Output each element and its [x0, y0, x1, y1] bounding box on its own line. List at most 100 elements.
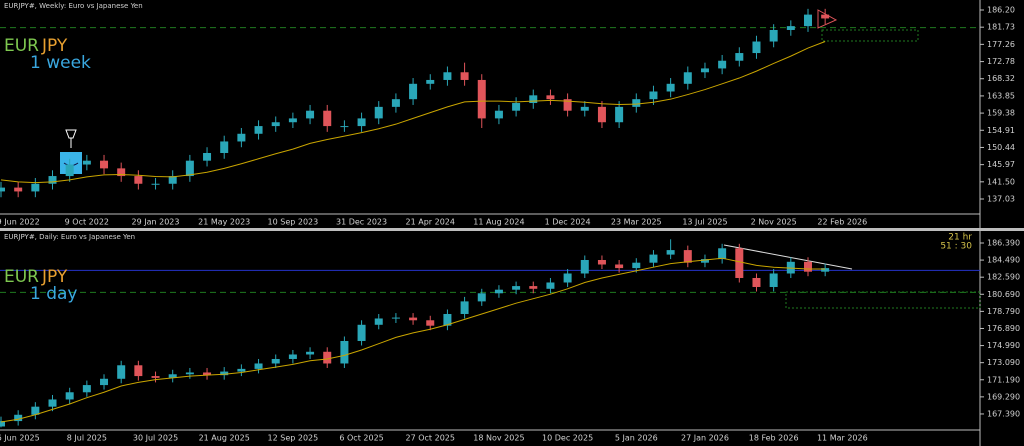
candle-body	[443, 72, 452, 80]
candle-body	[803, 14, 812, 27]
x-tick-label: 18 Nov 2025	[473, 434, 524, 443]
candle-body	[786, 26, 795, 30]
candle-body	[271, 358, 280, 364]
candle-body	[580, 106, 589, 111]
candle-body	[323, 110, 332, 127]
candle-body	[409, 317, 418, 321]
x-tick-label: 30 Jul 2025	[133, 434, 178, 443]
candle-body	[237, 368, 246, 372]
quote-currency: JPY	[41, 36, 68, 56]
candle-body	[718, 248, 727, 260]
candle-body	[100, 160, 109, 169]
candle-body	[271, 122, 280, 127]
x-tick-label: 21 Aug 2025	[199, 434, 250, 443]
pen-icon	[65, 129, 77, 148]
candle-body	[357, 324, 366, 341]
candle-body	[185, 160, 194, 177]
x-tick-label: 11 Mar 2026	[817, 434, 868, 443]
candle-body	[254, 126, 263, 134]
x-tick-label: 27 Jan 2026	[681, 434, 729, 443]
candle-body	[700, 259, 709, 263]
candle-body	[220, 371, 229, 376]
y-tick-label: 163.85	[987, 91, 1015, 100]
y-tick-label: 172.78	[987, 57, 1015, 66]
candle-body	[288, 118, 297, 123]
candle-body	[735, 248, 744, 278]
chart-title: EURJPY#, Daily: Euro vs Japanese Yen	[4, 233, 135, 241]
candle-body	[683, 250, 692, 263]
y-tick-label: 178.790	[987, 307, 1020, 316]
candle-body	[357, 118, 366, 127]
candle-body	[426, 320, 435, 326]
x-tick-label: 6 Oct 2025	[339, 434, 383, 443]
candle-body	[615, 106, 624, 123]
candle-body	[460, 72, 469, 80]
candle-body	[203, 152, 212, 161]
timeframe: 1 day	[30, 284, 78, 304]
x-tick-label: 21 May 2023	[198, 218, 250, 227]
y-tick-label: 171.190	[987, 375, 1020, 384]
candle-body	[203, 372, 212, 376]
candle-body	[48, 399, 57, 407]
x-tick-label: 9 Oct 2022	[65, 218, 109, 227]
candle-body	[254, 363, 263, 369]
candle-body	[615, 264, 624, 269]
candle-body	[185, 372, 194, 375]
candle-body	[752, 277, 761, 287]
x-tick-label: 31 Dec 2023	[336, 218, 387, 227]
candle-body	[409, 83, 418, 100]
candle-body	[529, 286, 538, 289]
x-tick-label: 10 Sep 2023	[268, 218, 319, 227]
candle-body	[374, 106, 383, 119]
candle-body	[494, 110, 503, 119]
x-tick-label: 11 Aug 2024	[473, 218, 524, 227]
candle-body	[632, 262, 641, 269]
candle-body	[48, 176, 57, 184]
x-tick-label: 6 Jun 2025	[0, 434, 40, 443]
base-currency: EUR	[4, 267, 39, 287]
candle-body	[323, 351, 332, 364]
candle-body	[374, 318, 383, 325]
candle-body	[117, 365, 126, 379]
note-icon[interactable]	[60, 152, 82, 174]
timeframe: 1 week	[30, 53, 91, 73]
y-tick-label: 145.97	[987, 160, 1015, 169]
candle-body	[477, 79, 486, 119]
y-tick-label: 186.390	[987, 238, 1020, 247]
candle-body	[65, 164, 74, 177]
candle-body	[649, 254, 658, 263]
candle-body	[546, 282, 555, 289]
chart-title: EURJPY#, Weekly: Euro vs Japanese Yen	[4, 2, 143, 10]
candle-body	[151, 376, 160, 378]
candle-body	[803, 261, 812, 272]
candle-body	[512, 286, 521, 290]
zone-box	[821, 29, 919, 42]
y-tick-label: 169.290	[987, 392, 1020, 401]
x-tick-label: 21 Apr 2024	[406, 218, 455, 227]
y-tick-label: 186.20	[987, 5, 1015, 14]
base-currency: EUR	[4, 36, 39, 56]
candle-body	[391, 317, 400, 319]
candle-body	[306, 110, 315, 119]
y-tick-label: 177.26	[987, 40, 1015, 49]
x-tick-label: 8 Jul 2025	[67, 434, 107, 443]
y-tick-label: 174.990	[987, 341, 1020, 350]
candle-body	[82, 160, 91, 165]
x-tick-label: 5 Jan 2026	[615, 434, 658, 443]
x-tick-label: 23 Mar 2025	[611, 218, 662, 227]
y-tick-label: 173.090	[987, 358, 1020, 367]
candle-body	[340, 126, 349, 128]
y-tick-label: 184.490	[987, 256, 1020, 265]
candle-body	[700, 68, 709, 73]
candle-body	[151, 183, 160, 185]
y-tick-label: 141.50	[987, 177, 1015, 186]
x-tick-label: 1 Dec 2024	[545, 218, 591, 227]
countdown: 51 : 30	[940, 242, 972, 252]
x-tick-label: 2 Nov 2025	[751, 218, 797, 227]
candle-body	[821, 268, 830, 272]
x-tick-label: 13 Jul 2025	[682, 218, 727, 227]
y-tick-label: 176.890	[987, 324, 1020, 333]
candle-body	[563, 273, 572, 283]
candle-body	[306, 351, 315, 355]
